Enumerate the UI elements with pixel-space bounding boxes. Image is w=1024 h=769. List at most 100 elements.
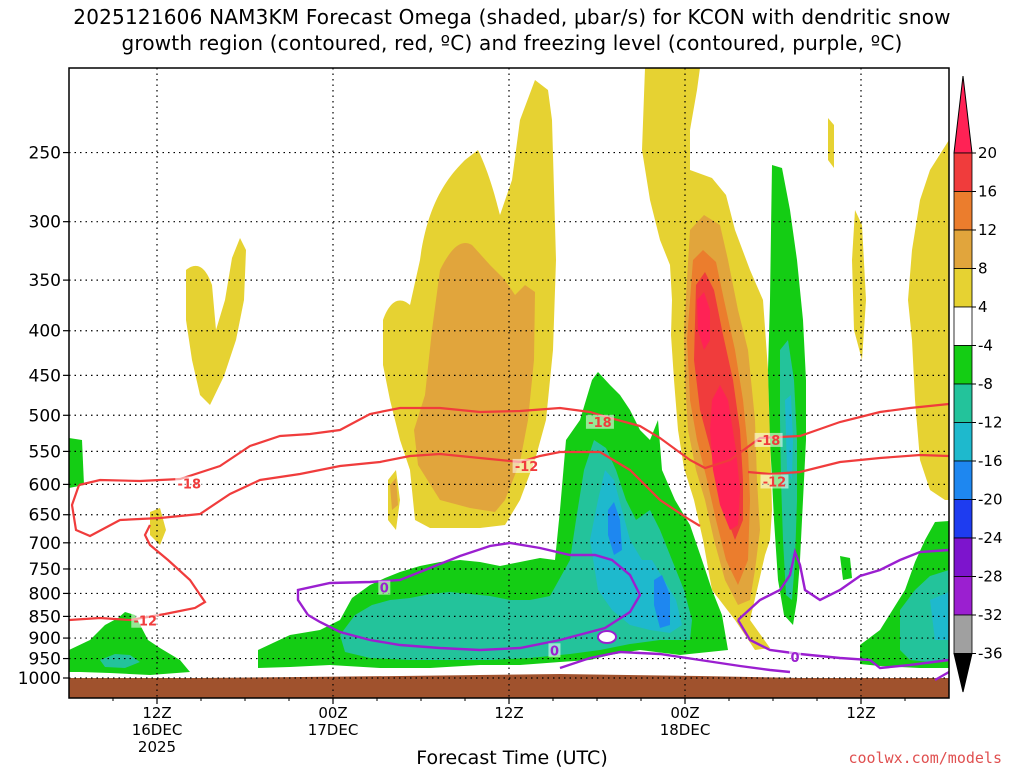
contour-label: -12 xyxy=(763,475,787,490)
credit-link[interactable]: coolwx.com/models xyxy=(848,749,1002,767)
y-axis: 2503003504004505005506006507007508008509… xyxy=(18,144,69,689)
colorbar-swatch xyxy=(953,191,973,231)
colorbar-swatch xyxy=(953,422,973,462)
colorbar-swatch xyxy=(953,460,973,500)
colorbar-label: -36 xyxy=(978,645,1003,663)
colorbar-label: 16 xyxy=(978,183,997,201)
contour-red-minus18-loop xyxy=(70,450,701,538)
chart-title-line-2: growth region (contoured, red, ºC) and f… xyxy=(121,31,903,55)
colorbar-label: -16 xyxy=(978,452,1003,470)
colorbar-label: -24 xyxy=(978,529,1003,547)
colorbar-swatch xyxy=(953,152,973,192)
contour-label-bg xyxy=(512,458,541,473)
colorbar-label: -4 xyxy=(978,337,993,355)
omega-region-downward-16 xyxy=(654,575,670,628)
colorbar-label: 12 xyxy=(978,221,997,239)
y-tick-label: 250 xyxy=(29,144,61,164)
y-tick-label: 550 xyxy=(29,442,61,462)
y-tick-label: 400 xyxy=(29,322,61,342)
colorbar-label: -32 xyxy=(978,606,1003,624)
x-tick-label: 18DEC xyxy=(660,721,711,739)
contour-label-bg xyxy=(789,649,801,664)
omega-region-upward-4 xyxy=(828,118,834,168)
colorbar-label: 8 xyxy=(978,260,988,278)
colorbar-label: -12 xyxy=(978,414,1003,432)
x-tick-label: 12Z xyxy=(846,704,875,722)
y-tick-label: 700 xyxy=(29,534,61,554)
omega-region-downward-8 xyxy=(100,654,140,668)
colorbar-swatch xyxy=(953,576,973,616)
contour-label-bg xyxy=(760,474,789,489)
colorbar-label: 20 xyxy=(978,144,997,162)
y-tick-label: 600 xyxy=(29,475,61,495)
omega-region-downward-12 xyxy=(930,592,949,640)
colorbar-swatch xyxy=(953,537,973,577)
y-tick-label: 1000 xyxy=(18,669,61,689)
x-tick-label: 12Z xyxy=(142,704,171,722)
x-axis-title: Forecast Time (UTC) xyxy=(416,747,608,769)
x-tick-label: 2025 xyxy=(138,738,176,756)
contour-label-bg xyxy=(131,613,160,628)
omega-region-upward-8 xyxy=(390,478,398,510)
colorbar-label: -28 xyxy=(978,568,1003,586)
contour-label-bg xyxy=(378,580,391,595)
colorbar-swatch xyxy=(953,499,973,539)
contour-purple-zero-corner xyxy=(934,670,949,682)
contour-label: -18 xyxy=(757,434,781,449)
y-tick-label: 800 xyxy=(29,584,61,604)
y-tick-label: 900 xyxy=(29,629,61,649)
colorbar-top-triangle xyxy=(953,75,973,154)
colorbar-swatch xyxy=(953,345,973,385)
x-tick-label: 12Z xyxy=(494,704,523,722)
contour-purple-zero-lower xyxy=(559,650,791,674)
contour-label: 0 xyxy=(790,651,799,666)
chart-title-line-1: 2025121606 NAM3KM Forecast Omega (shaded… xyxy=(73,5,951,29)
contour-label: -18 xyxy=(178,477,202,492)
contour-label: -18 xyxy=(588,416,612,431)
contour-label-bg xyxy=(548,643,561,658)
plot-area: -18 -12 -12 -18 -18 -12 0 0 0 xyxy=(69,68,949,698)
contour-purple-zero-right-lower xyxy=(736,619,949,670)
omega-region-downward-4 xyxy=(840,556,852,580)
colorbar-bottom-triangle xyxy=(953,653,973,693)
y-tick-label: 300 xyxy=(29,213,61,233)
omega-region-upward-20 xyxy=(697,292,710,350)
contour-red-minus12 xyxy=(69,524,207,622)
colorbar-swatch xyxy=(953,306,973,346)
omega-region-downward-4 xyxy=(69,438,84,488)
contour-label: 0 xyxy=(380,582,389,597)
omega-hole-marker xyxy=(597,630,617,644)
colorbar: 20 16 12 8 4 -4 -8 -12 -16 -20 -24 -28 -32 -36 xyxy=(953,75,1003,693)
omega-region-upward-20 xyxy=(710,385,740,530)
y-tick-label: 950 xyxy=(29,650,61,670)
contour-label: -12 xyxy=(515,460,539,475)
omega-shading xyxy=(69,68,949,675)
colorbar-swatch xyxy=(953,268,973,308)
contour-label: -12 xyxy=(134,615,158,630)
contour-label-bg xyxy=(754,432,783,447)
contour-label-bg xyxy=(175,476,204,491)
x-tick-label: 17DEC xyxy=(308,721,359,739)
contour-red-minus12-right xyxy=(747,453,949,476)
contour-label: 0 xyxy=(550,644,559,659)
y-tick-label: 450 xyxy=(29,366,61,386)
y-tick-label: 350 xyxy=(29,271,61,291)
y-tick-label: 850 xyxy=(29,607,61,627)
colorbar-swatch xyxy=(953,229,973,269)
omega-region-upward-4 xyxy=(852,210,866,360)
x-tick-label: 00Z xyxy=(318,704,347,722)
omega-region-downward-16 xyxy=(608,502,622,555)
contour-purple-zero-right xyxy=(737,547,949,621)
y-tick-label: 750 xyxy=(29,560,61,580)
contour-label-bg xyxy=(585,414,614,429)
omega-region-downward-4 xyxy=(69,612,190,675)
colorbar-swatch xyxy=(953,383,973,423)
x-tick-label: 00Z xyxy=(670,704,699,722)
y-tick-label: 650 xyxy=(29,506,61,526)
colorbar-label: 4 xyxy=(978,298,988,316)
colorbar-label: -20 xyxy=(978,491,1003,509)
omega-region-upward-4 xyxy=(908,140,949,500)
x-tick-label: 16DEC xyxy=(132,721,183,739)
